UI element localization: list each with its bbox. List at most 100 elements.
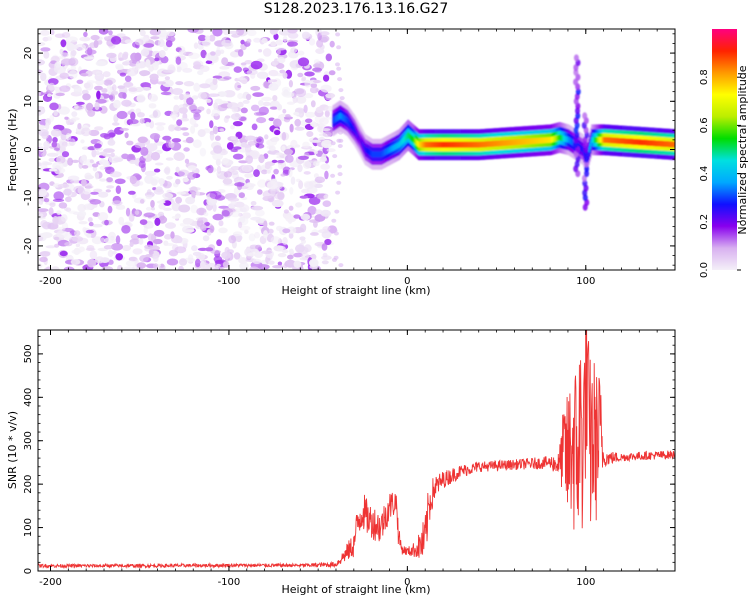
heatmap-noise-cell (116, 33, 126, 38)
heatmap-noise-cell (323, 74, 330, 82)
heatmap-ridge-cell (523, 138, 525, 145)
heatmap-ridge-cell (419, 141, 421, 148)
heatmap-noise-cell (285, 114, 291, 118)
heatmap-ridge-cell (618, 138, 621, 144)
heatmap-ridge-cell (368, 149, 370, 155)
heatmap-noise-cell (48, 168, 58, 172)
heatmap-ridge-cell (399, 140, 401, 147)
heatmap-ridge-cell (601, 137, 604, 143)
heatmap-noise-cell (313, 63, 321, 68)
heatmap-noise-cell (299, 236, 306, 241)
heatmap-noise-cell (134, 38, 144, 46)
heatmap-ridge-cell (611, 137, 614, 144)
heatmap-noise-cell (95, 79, 105, 86)
heatmap-noise-cell (320, 209, 332, 217)
heatmap-noise-cell (58, 145, 66, 153)
heatmap-noise-cell (256, 138, 262, 143)
colorbar-tick-label: 0.8 (699, 69, 710, 85)
heatmap-ridge-cell (627, 138, 630, 145)
heatmap-noise-cell (50, 29, 55, 35)
heatmap-ridge-cell (358, 135, 360, 142)
heatmap-noise-cell (210, 249, 222, 254)
heatmap-noise-cell (102, 153, 113, 157)
heatmap-noise-cell (215, 135, 221, 141)
heatmap-noise-cell (178, 107, 188, 114)
heatmap-noise-cell (337, 144, 343, 148)
heatmap-ridge-cell (593, 137, 596, 143)
heatmap-noise-cell (182, 217, 193, 225)
heatmap-noise-cell (73, 85, 82, 95)
heatmap-noise-cell (321, 128, 331, 132)
heatmap-noise-cell (121, 225, 131, 234)
heatmap-ridge-cell (497, 140, 499, 147)
heatmap-noise-cell (182, 229, 195, 233)
heatmap-noise-cell (61, 151, 70, 158)
heatmap-noise-cell (293, 260, 302, 268)
heatmap-noise-cell (49, 202, 56, 208)
heatmap-noise-cell (94, 85, 103, 91)
heatmap-noise-cell (111, 243, 123, 251)
heatmap-noise-cell (49, 102, 59, 111)
heatmap-noise-cell (176, 191, 187, 195)
heatmap-noise-cell (294, 126, 305, 131)
heatmap-ridge-cell (537, 137, 540, 144)
heatmap-noise-cell (218, 71, 231, 78)
heatmap-ridge-cell (596, 137, 598, 143)
heatmap-noise-cell (215, 158, 221, 166)
heatmap-ridge-cell (484, 141, 486, 148)
heatmap-noise-cell (267, 79, 272, 83)
heatmap-noise-cell (158, 50, 166, 58)
heatmap-ridge-cell (359, 137, 361, 143)
heatmap-noise-cell (212, 75, 223, 79)
heatmap-ridge-cell (634, 139, 637, 145)
heatmap-noise-cell (293, 214, 301, 219)
heatmap-noise-cell (246, 69, 258, 76)
heatmap-ridge-cell (420, 141, 423, 148)
heatmap-noise-cell (185, 196, 196, 205)
heatmap-noise-cell (65, 133, 72, 141)
heatmap-ridge-cell (638, 139, 640, 146)
heatmap-noise-cell (134, 210, 140, 216)
heatmap-ridge-cell (387, 147, 390, 154)
heatmap-ridge-cell (620, 138, 623, 144)
heatmap-ridge-cell (365, 147, 367, 153)
heatmap-ridge-cell (625, 138, 627, 145)
heatmap-ridge-cell (631, 138, 633, 145)
heatmap-noise-cell (39, 251, 51, 257)
heatmap-ridge-cell (369, 149, 371, 156)
heatmap-noise-cell (156, 200, 166, 204)
heatmap-noise-cell (281, 86, 291, 93)
heatmap-noise-cell (70, 259, 81, 265)
heatmap-noise-cell (200, 262, 211, 270)
snr-x-axis-label: Height of straight line (km) (281, 583, 430, 596)
heatmap-ridge-cell (647, 139, 649, 146)
heatmap-ridge-cell (473, 141, 475, 148)
heatmap-ridge-cell (556, 135, 558, 142)
heatmap-noise-cell (237, 93, 244, 100)
heatmap-ridge-cell (361, 140, 363, 146)
heatmap-noise-cell (164, 234, 172, 240)
heatmap-noise-cell (47, 93, 52, 98)
heatmap-ridge-cell (423, 141, 425, 148)
heatmap-noise-cell (64, 242, 73, 247)
heatmap-noise-cell (118, 92, 126, 99)
heatmap-noise-cell (51, 141, 58, 148)
heatmap-noise-cell (81, 127, 91, 137)
heatmap-noise-cell (277, 253, 287, 258)
heatmap-noise-cell (136, 112, 145, 118)
heatmap-noise-cell (180, 117, 190, 122)
heatmap-ridge-cell (344, 116, 347, 123)
heatmap-noise-cell (266, 139, 278, 147)
heatmap-ridge-cell (337, 114, 340, 120)
heatmap-noise-cell (324, 109, 330, 118)
heatmap-noise-cell (216, 263, 221, 268)
heatmap-noise-cell (149, 133, 161, 140)
heatmap-ridge-cell (662, 140, 664, 147)
heatmap-noise-cell (143, 43, 155, 48)
heatmap-ridge-cell (403, 136, 406, 142)
heatmap-noise-cell (215, 49, 222, 57)
heatmap-ridge-cell (557, 135, 559, 141)
heatmap-noise-cell (234, 82, 242, 91)
heatmap-ridge-cell (430, 141, 432, 148)
heatmap-noise-cell (52, 137, 58, 143)
